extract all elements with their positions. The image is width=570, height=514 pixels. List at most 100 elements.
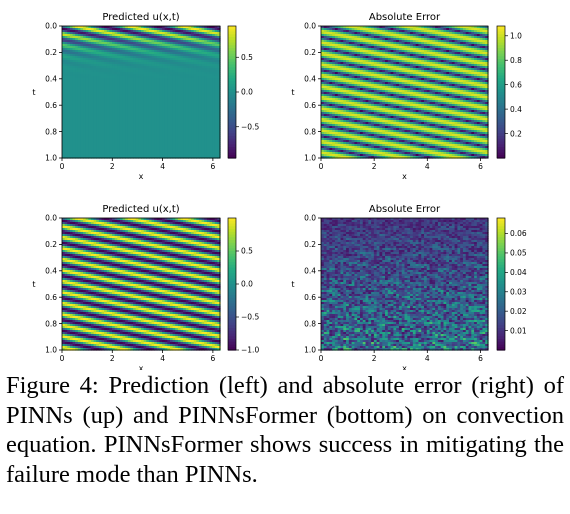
heatmap-cell (101, 66, 105, 69)
heatmap-cell (80, 126, 84, 129)
heatmap-cell (90, 110, 95, 113)
heatmap-cell (449, 44, 453, 47)
heatmap-cell (172, 138, 176, 141)
heatmap-cell (167, 156, 171, 159)
heatmap-cell (83, 52, 87, 55)
heatmap-cell (101, 142, 105, 145)
heatmap-cell (104, 50, 108, 53)
heatmap-cell (185, 94, 189, 97)
heatmap-cell (85, 66, 89, 69)
heatmap-cell (193, 148, 197, 151)
heatmap-cell (117, 96, 121, 99)
heatmap-cell (373, 40, 378, 43)
heatmap-cell (198, 136, 203, 139)
heatmap-cell (85, 62, 89, 65)
heatmap-cell (346, 26, 350, 29)
heatmap-cell (196, 34, 200, 37)
heatmap-cell (193, 86, 197, 89)
heatmap-cell (193, 38, 197, 41)
heatmap-cell (156, 70, 161, 73)
heatmap-cell (183, 26, 187, 29)
heatmap-cell (167, 146, 171, 149)
heatmap-cell (188, 92, 192, 95)
heatmap-cell (88, 130, 92, 133)
heatmap-cell (106, 84, 110, 87)
heatmap-cell (321, 56, 325, 59)
heatmap-cell (332, 34, 336, 37)
heatmap-cell (346, 34, 350, 37)
heatmap-cell (423, 56, 428, 59)
heatmap-cell (204, 36, 208, 39)
heatmap-cell (112, 118, 116, 121)
heatmap-cell (93, 86, 97, 89)
heatmap-cell (146, 134, 150, 137)
heatmap-cell (112, 92, 116, 95)
heatmap-cell (119, 146, 124, 149)
heatmap-cell (138, 46, 142, 49)
heatmap-cell (109, 122, 113, 125)
heatmap-cell (119, 106, 124, 109)
heatmap-cell (474, 32, 478, 35)
heatmap-cell (348, 48, 353, 51)
heatmap-cell (125, 50, 129, 53)
heatmap-cell (162, 70, 166, 73)
heatmap-cell (154, 62, 158, 65)
heatmap-cell (167, 90, 171, 93)
heatmap-cell (90, 124, 95, 127)
heatmap-cell (67, 86, 71, 89)
heatmap-cell (329, 52, 333, 55)
heatmap-cell (138, 132, 142, 135)
heatmap-cell (159, 94, 163, 97)
heatmap-cell (209, 54, 213, 57)
heatmap-cell (96, 110, 100, 113)
heatmap-cell (180, 132, 184, 135)
heatmap-cell (368, 30, 372, 33)
heatmap-cell (77, 56, 82, 59)
heatmap-cell (191, 148, 195, 151)
heatmap-cell (119, 58, 124, 61)
heatmap-cell (151, 136, 155, 139)
heatmap-cell (117, 82, 121, 85)
heatmap-cell (196, 126, 200, 129)
heatmap-cell (104, 28, 108, 31)
heatmap-cell (156, 132, 161, 135)
heatmap-cell (185, 122, 189, 125)
heatmap-cell (172, 144, 176, 147)
heatmap-cell (135, 146, 139, 149)
heatmap-cell (104, 142, 108, 145)
heatmap-cell (64, 154, 68, 157)
heatmap-cell (127, 74, 132, 77)
heatmap-cell (454, 34, 458, 37)
heatmap-cell (169, 66, 174, 69)
heatmap-cell (135, 108, 139, 111)
heatmap-cell (114, 124, 118, 127)
heatmap-cell (357, 48, 361, 51)
heatmap-cell (143, 156, 147, 159)
heatmap-cell (167, 150, 171, 153)
heatmap-cell (404, 36, 408, 39)
colorbar-segment (228, 59, 236, 63)
heatmap-cell (135, 102, 139, 105)
heatmap-cell (122, 94, 126, 97)
heatmap-cell (101, 88, 105, 91)
heatmap-cell (106, 54, 110, 57)
heatmap-cell (75, 124, 79, 127)
heatmap-cell (64, 128, 68, 131)
heatmap-cell (212, 138, 216, 141)
heatmap-cell (98, 132, 103, 135)
heatmap-cell (75, 122, 79, 125)
heatmap-cell (485, 50, 489, 53)
heatmap-cell (209, 68, 213, 71)
heatmap-cell (217, 120, 221, 123)
heatmap-cell (201, 100, 205, 103)
heatmap-cell (167, 70, 171, 73)
heatmap-cell (109, 118, 113, 121)
heatmap-cell (214, 144, 218, 147)
heatmap-cell (169, 86, 174, 89)
heatmap-cell (67, 120, 71, 123)
heatmap-cell (185, 70, 189, 73)
heatmap-cell (162, 112, 166, 115)
heatmap-cell (75, 80, 79, 83)
colorbar-segment (228, 144, 236, 148)
heatmap-cell (451, 48, 456, 51)
